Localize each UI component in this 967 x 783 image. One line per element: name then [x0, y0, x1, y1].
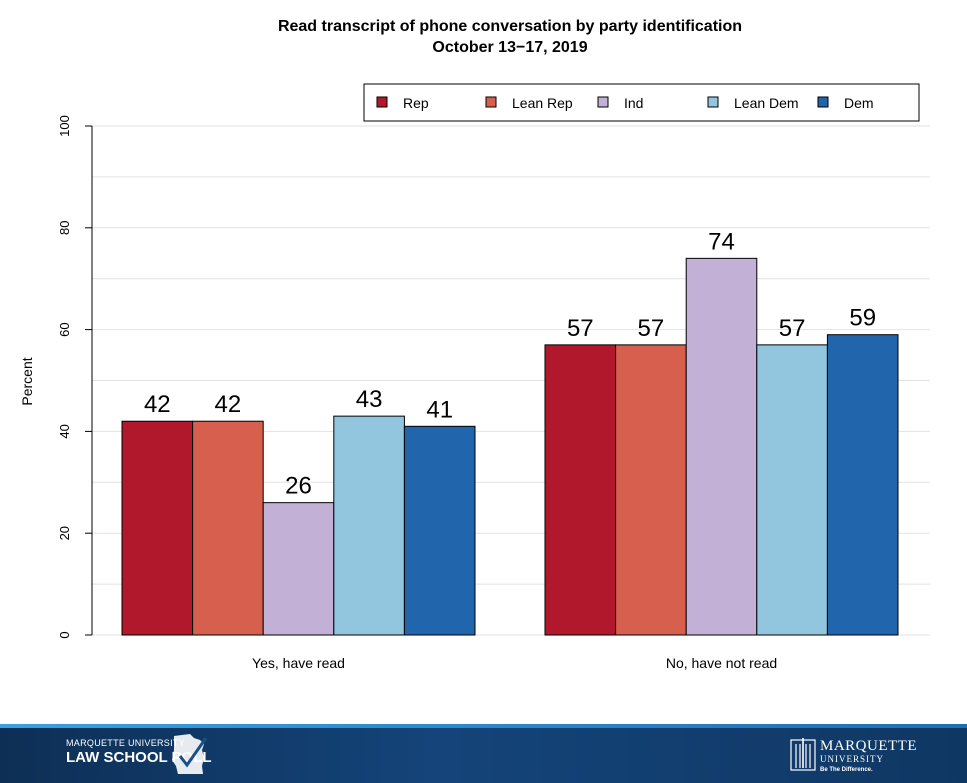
y-tick-label: 20 [57, 526, 72, 540]
x-category-label: Yes, have read [252, 655, 345, 671]
chart-title-line-1: Read transcript of phone conversation by… [277, 18, 743, 35]
y-axis-label: Percent [19, 357, 35, 405]
legend-label: Lean Rep [512, 95, 573, 111]
bar [403, 425, 476, 636]
bar [756, 344, 828, 636]
lsp-logo-line-1: MARQUETTE UNIVERSITY [66, 738, 186, 748]
bar-value-label: 59 [849, 305, 876, 332]
mu-logo-tagline: Be The Difference. [820, 767, 873, 773]
legend-label: Dem [844, 95, 874, 111]
legend-swatch [817, 96, 829, 108]
bar [685, 257, 758, 636]
chart-title-line-2: October 13−17, 2019 [432, 39, 588, 56]
legend-label: Lean Dem [734, 95, 799, 111]
chart-title: Read transcript of phone conversation by… [0, 16, 967, 58]
bar-value-label: 41 [426, 396, 453, 423]
bar-chart: 0 20 40 60 80 100 Percent 42 42 26 43 41 Yes, have r… [19, 83, 930, 671]
footer-stripe [0, 724, 967, 728]
y-tick-label: 100 [57, 115, 72, 137]
bar-value-label: 42 [215, 391, 242, 418]
legend-label: Rep [403, 95, 429, 111]
bar [192, 420, 264, 636]
bar-value-label: 42 [144, 391, 171, 418]
legend-swatch [707, 96, 719, 108]
legend-label: Ind [624, 95, 643, 111]
bar-value-label: 57 [567, 315, 594, 342]
bar [544, 344, 617, 636]
legend-swatch [485, 96, 497, 108]
mu-logo-name: MARQUETTE [820, 738, 917, 754]
y-tick-label: 0 [57, 631, 72, 638]
footer-banner: MARQUETTE UNIVERSITY LAW SCHOOL POLL MAR… [0, 724, 967, 783]
y-tick-label: 40 [57, 424, 72, 438]
bar [333, 415, 405, 636]
marquette-emblem-icon [790, 738, 816, 771]
legend-swatch [376, 96, 388, 108]
bar [121, 420, 194, 636]
bar-value-label: 43 [356, 386, 383, 413]
bar-value-label: 57 [638, 315, 665, 342]
bar [615, 344, 687, 636]
bar-value-label: 74 [708, 228, 735, 255]
bar [826, 334, 899, 636]
wisconsin-checkmark-icon [172, 734, 208, 774]
bar [262, 502, 335, 636]
y-tick-label: 80 [57, 221, 72, 235]
legend-swatch [597, 96, 609, 108]
y-tick-label: 60 [57, 322, 72, 336]
bar-value-label: 57 [779, 315, 806, 342]
x-category-label: No, have not read [666, 655, 777, 671]
bar-value-label: 26 [285, 473, 312, 500]
mu-logo-university: UNIVERSITY [820, 754, 884, 764]
